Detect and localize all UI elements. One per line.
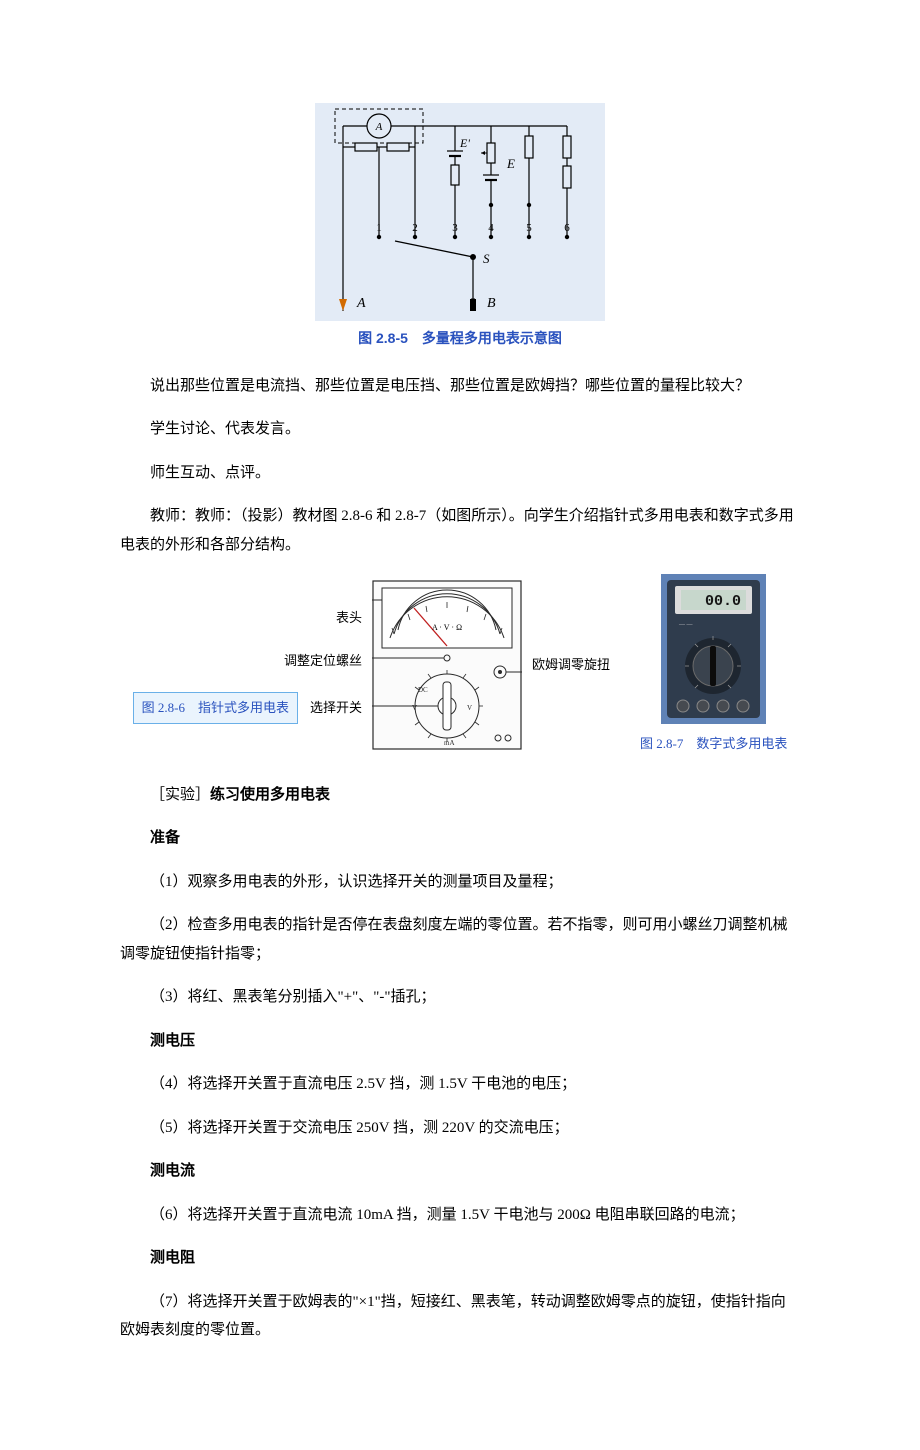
figure-row-meters: 表头 调整定位螺丝 图 2.8-6 指针式多用电表 选择开关	[120, 574, 800, 757]
step-4: （4）将选择开关置于直流电压 2.5V 挡，测 1.5V 干电池的电压；	[120, 1070, 800, 1099]
exp-prefix: ［实验］	[150, 787, 210, 803]
figure-2-8-5-caption: 图 2.8-5 多量程多用电表示意图	[315, 325, 605, 352]
para-question: 说出那些位置是电流挡、那些位置是电压挡、那些位置是欧姆挡？哪些位置的量程比较大？	[120, 372, 800, 401]
para-teacher: 教师：教师：（投影）教材图 2.8-6 和 2.8-7（如图所示）。向学生介绍指…	[120, 502, 800, 559]
fig1-pos5: 5	[526, 222, 532, 234]
analog-ma: mA	[444, 739, 455, 747]
fig1-b-label: B	[487, 296, 496, 311]
document-page: A	[0, 0, 920, 1450]
exp-title: 练习使用多用电表	[210, 787, 330, 803]
head-resistance: 测电阻	[120, 1244, 800, 1273]
step-3: （3）将红、黑表笔分别插入"+"、"-"插孔；	[120, 983, 800, 1012]
step-2: （2）检查多用电表的指针是否停在表盘刻度左端的零位置。若不指零，则可用小螺丝刀调…	[120, 911, 800, 968]
para-interact: 师生互动、点评。	[120, 459, 800, 488]
digital-meter-group: 00.0 — —	[640, 574, 787, 757]
digital-reading: 00.0	[705, 593, 741, 610]
label-selector: 选择开关	[310, 696, 362, 721]
head-current: 测电流	[120, 1157, 800, 1186]
figure-2-8-5-svg-wrap: A	[315, 103, 605, 321]
fig1-eprime-label: E'	[459, 136, 470, 150]
fig1-pos4: 4	[488, 222, 494, 234]
fig1-meter-label: A	[375, 121, 383, 133]
para-discuss: 学生讨论、代表发言。	[120, 415, 800, 444]
analog-unit: A · V · Ω	[432, 623, 462, 632]
analog-meter-group: 表头 调整定位螺丝 图 2.8-6 指针式多用电表 选择开关	[133, 580, 610, 750]
label-ohm-zero: 欧姆调零旋扭	[532, 653, 610, 678]
head-voltage: 测电压	[120, 1027, 800, 1056]
circuit-diagram-svg: A	[315, 103, 605, 321]
step-6: （6）将选择开关置于直流电流 10mA 挡，测量 1.5V 干电池与 200Ω …	[120, 1201, 800, 1230]
step-1: （1）观察多用电表的外形，认识选择开关的测量项目及量程；	[120, 868, 800, 897]
fig1-e-label: E	[506, 156, 515, 171]
analog-v2: V	[467, 704, 472, 712]
fig1-pos3: 3	[452, 222, 458, 234]
digital-meter-svg: 00.0 — —	[661, 574, 766, 724]
analog-dc: DC	[418, 686, 428, 694]
analog-meter-svg-wrap: A · V · Ω DC V V mA	[372, 580, 522, 750]
fig1-pos6: 6	[564, 222, 570, 234]
fig1-pos2: 2	[412, 222, 418, 234]
step-5: （5）将选择开关置于交流电压 250V 挡，测 220V 的交流电压；	[120, 1114, 800, 1143]
figure-2-8-5: A	[120, 103, 800, 354]
analog-meter-svg: A · V · Ω DC V V mA	[372, 580, 522, 750]
step-7: （7）将选择开关置于欧姆表的"×1"挡，短接红、黑表笔，转动调整欧姆零点的旋钮，…	[120, 1288, 800, 1345]
figure-2-8-7-caption: 图 2.8-7 数字式多用电表	[640, 732, 787, 757]
head-prep: 准备	[120, 824, 800, 853]
analog-left-labels: 表头 调整定位螺丝 图 2.8-6 指针式多用电表 选择开关	[133, 606, 362, 724]
label-screw: 调整定位螺丝	[284, 649, 362, 674]
experiment-heading: ［实验］练习使用多用电表	[120, 781, 800, 810]
label-head: 表头	[336, 606, 362, 631]
fig1-a-label: A	[356, 296, 366, 311]
figure-2-8-6-caption: 图 2.8-6 指针式多用电表	[133, 692, 298, 725]
fig1-pos1: 1	[376, 222, 382, 234]
digital-brand: — —	[678, 622, 694, 628]
analog-v: V	[412, 704, 417, 712]
fig1-s-label: S	[483, 251, 490, 266]
digital-meter-svg-wrap: 00.0 — —	[661, 574, 766, 724]
figure-2-8-5-box: A	[315, 103, 605, 352]
